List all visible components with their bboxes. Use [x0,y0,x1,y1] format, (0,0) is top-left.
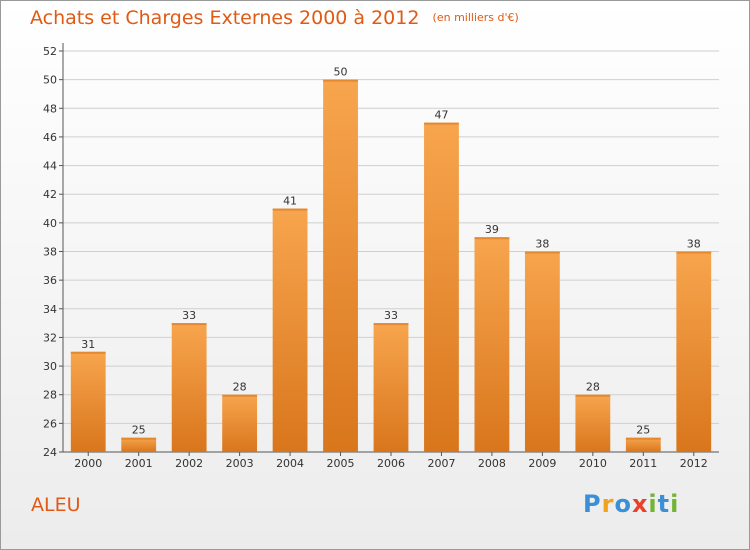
logo-letter: i [670,490,680,518]
x-tick-label: 2009 [528,457,556,470]
logo-letter: o [614,490,632,518]
x-tick-label: 2012 [680,457,708,470]
chart-title: Achats et Charges Externes 2000 à 2012 (… [30,7,519,29]
bars [70,79,712,453]
bar-top-edge [625,437,661,440]
proxiti-logo: Proxiti [583,490,679,518]
bar-top-edge [373,323,409,326]
bar-top-edge [524,251,560,254]
data-labels: 31 25 33 28 41 50 33 47 39 38 28 25 38 [81,66,701,437]
x-tick-label: 2002 [175,457,203,470]
bar [524,251,560,452]
bar-top-edge [323,79,358,82]
bar-top-edge [121,437,157,440]
bar [625,437,661,452]
data-label: 28 [586,381,600,394]
y-tick-label: 42 [43,188,57,201]
bar [323,79,358,453]
y-tick-label: 44 [43,160,57,173]
data-label: 25 [636,424,650,437]
data-label: 33 [384,309,398,322]
bar-top-edge [272,208,308,211]
bar [424,122,459,452]
data-label: 50 [334,66,348,79]
bar [474,237,510,452]
x-tick-label: 2008 [478,457,506,470]
y-tick-label: 26 [43,417,57,430]
bar [121,437,157,452]
data-label: 28 [233,381,247,394]
y-tick-label: 40 [43,217,57,230]
bar [575,394,611,452]
data-label: 38 [687,238,701,251]
logo-letter: i [648,490,658,518]
bar [676,251,712,452]
data-label: 38 [535,238,549,251]
bar-top-edge [575,394,611,397]
y-tick-label: 34 [43,303,57,316]
y-tick-label: 30 [43,360,57,373]
commune-name: ALEU [31,494,81,516]
bar-top-edge [474,237,510,240]
bar-top-edge [424,122,459,125]
x-tick-label: 2004 [276,457,304,470]
data-label: 33 [182,309,196,322]
logo-letter: r [601,490,615,518]
x-tick-label: 2005 [327,457,355,470]
bar [70,351,106,452]
bar-top-edge [70,351,106,354]
y-tick-label: 28 [43,389,57,402]
chart-unit-note: (en milliers d'€) [432,11,519,24]
bar-top-edge [222,394,258,397]
bar [222,394,258,452]
y-tick-label: 36 [43,274,57,287]
bar [272,208,308,452]
bar-top-edge [171,323,207,326]
y-tick-label: 38 [43,246,57,259]
data-label: 31 [81,338,95,351]
bar [373,323,409,452]
x-tick-label: 2007 [427,457,455,470]
data-label: 39 [485,223,499,236]
x-tick-label: 2000 [74,457,102,470]
y-tick-label: 48 [43,102,57,115]
data-label: 47 [434,109,448,122]
tick-labels: 24 26 28 30 32 34 36 38 40 42 44 46 48 50 52 2000 2001 20… [43,45,708,470]
y-tick-label: 24 [43,446,57,459]
x-tick-label: 2011 [629,457,657,470]
logo-letter: x [631,490,649,518]
x-tick-label: 2010 [579,457,607,470]
logo-letter: t [657,490,671,518]
x-tick-label: 2001 [125,457,153,470]
logo-letter: P [583,490,602,518]
y-tick-label: 52 [43,45,57,58]
y-tick-label: 46 [43,131,57,144]
x-tick-label: 2003 [226,457,254,470]
x-tick-label: 2006 [377,457,405,470]
bar [171,323,207,452]
data-label: 41 [283,195,297,208]
chart-title-text: Achats et Charges Externes 2000 à 2012 [30,7,420,29]
y-tick-label: 32 [43,331,57,344]
data-label: 25 [132,424,146,437]
y-tick-label: 50 [43,74,57,87]
bar-top-edge [676,251,712,254]
